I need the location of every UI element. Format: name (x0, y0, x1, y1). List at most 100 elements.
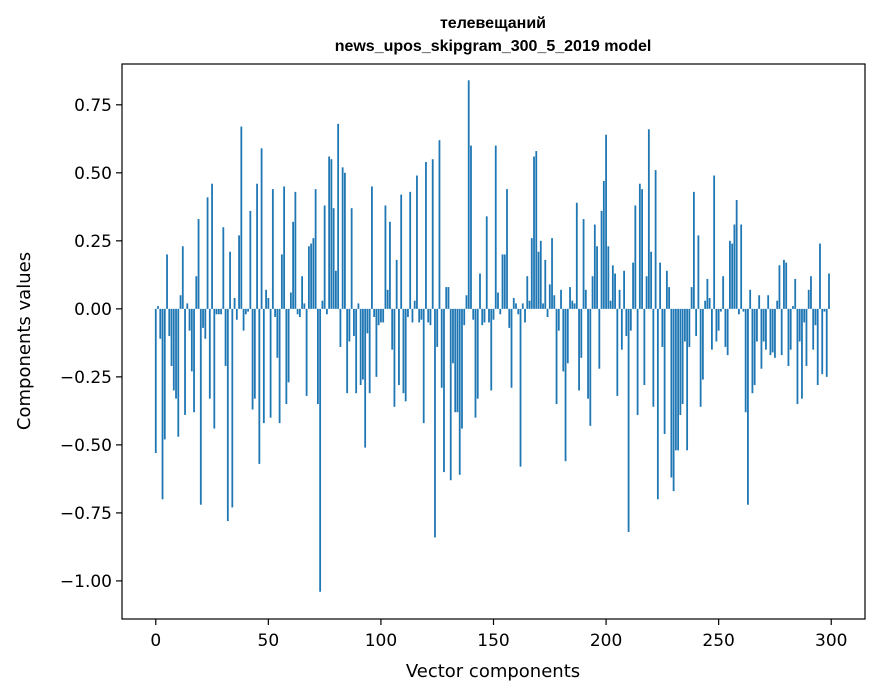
bar-80 (334, 270, 337, 309)
bar-122 (429, 308, 432, 326)
bar-97 (373, 308, 376, 318)
bar-106 (393, 308, 396, 407)
bar-70 (312, 238, 315, 309)
bar-159 (512, 297, 515, 309)
bar-45 (256, 183, 258, 309)
bar-175 (548, 284, 551, 309)
bar-95 (368, 308, 371, 394)
bar-9 (175, 308, 177, 399)
x-tick-label-5: 250 (702, 631, 734, 651)
bar-121 (427, 308, 430, 323)
bar-55 (278, 308, 281, 424)
bar-189 (580, 308, 583, 358)
bar-16 (190, 308, 193, 372)
bar-74 (321, 300, 324, 309)
bar-252 (722, 276, 725, 309)
bar-60 (289, 292, 292, 309)
bar-102 (384, 205, 387, 309)
bar-119 (422, 308, 425, 424)
bar-67 (305, 308, 308, 396)
bar-59 (287, 308, 290, 383)
bar-160 (515, 303, 517, 309)
bar-243 (701, 308, 704, 380)
bar-289 (805, 308, 808, 366)
y-axis: 0.75 0.50 0.25 0.00 −0.25 −0.50 −0.75 −1.00 (60, 96, 122, 592)
bar-156 (506, 189, 508, 309)
bar-61 (292, 221, 295, 309)
bar-30 (222, 227, 225, 309)
bar-206 (618, 289, 621, 309)
bar-293 (814, 308, 817, 326)
bar-141 (472, 308, 475, 320)
bar-139 (467, 80, 470, 309)
bar-263 (747, 308, 749, 505)
bar-164 (524, 308, 526, 323)
bar-248 (713, 175, 716, 309)
x-tick-label-4: 200 (590, 631, 622, 651)
bar-111 (404, 308, 407, 402)
bar-117 (418, 308, 421, 323)
bar-278 (780, 308, 783, 356)
bar-290 (807, 289, 810, 309)
x-tick-label-1: 50 (258, 631, 280, 651)
chart-title: телевещаний (440, 15, 546, 32)
bar-18 (195, 276, 198, 309)
bar-64 (298, 308, 301, 318)
bar-237 (688, 308, 691, 347)
bar-44 (253, 308, 256, 399)
bar-82 (339, 308, 342, 347)
bar-41 (247, 308, 249, 312)
bar-57 (283, 186, 286, 309)
bar-77 (328, 156, 331, 309)
x-tick-label-3: 150 (477, 631, 509, 651)
bar-23 (206, 197, 209, 309)
bar-128 (443, 308, 445, 473)
bar-104 (389, 221, 391, 309)
bar-148 (488, 308, 490, 323)
bar-26 (213, 308, 216, 429)
x-tick-label-2: 100 (365, 631, 397, 651)
bar-174 (546, 308, 549, 318)
bar-240 (695, 308, 698, 337)
bar-42 (249, 210, 252, 309)
y-tick-label-7: −1.00 (60, 572, 112, 592)
bar-142 (474, 308, 477, 418)
bar-149 (490, 308, 493, 391)
bar-220 (650, 251, 653, 309)
bar-107 (395, 259, 398, 309)
bar-17 (193, 308, 195, 413)
bar-212 (632, 262, 634, 309)
bar-255 (729, 240, 731, 309)
bar-216 (641, 189, 643, 309)
bar-291 (810, 276, 812, 309)
bar-244 (704, 300, 707, 309)
bar-114 (411, 308, 414, 323)
bar-143 (476, 308, 479, 399)
bar-283 (792, 306, 794, 309)
bar-192 (587, 308, 589, 399)
bar-259 (738, 308, 740, 315)
bar-76 (325, 308, 328, 315)
bar-257 (733, 224, 736, 309)
plot-frame (121, 63, 866, 620)
bar-230 (672, 308, 675, 492)
bar-201 (607, 246, 610, 309)
bar-236 (686, 308, 689, 451)
bar-272 (767, 295, 770, 309)
bar-155 (503, 254, 506, 309)
bar-286 (798, 308, 801, 342)
bar-113 (409, 191, 412, 309)
bar-98 (375, 308, 378, 377)
bar-297 (823, 308, 826, 312)
bar-27 (215, 308, 218, 315)
bar-193 (589, 308, 592, 426)
bar-238 (690, 287, 693, 309)
bar-94 (366, 308, 369, 334)
bar-28 (217, 308, 220, 315)
bar-158 (510, 308, 513, 388)
bar-115 (413, 300, 416, 309)
bar-199 (602, 180, 605, 309)
bar-273 (769, 308, 772, 356)
bar-116 (416, 175, 418, 309)
